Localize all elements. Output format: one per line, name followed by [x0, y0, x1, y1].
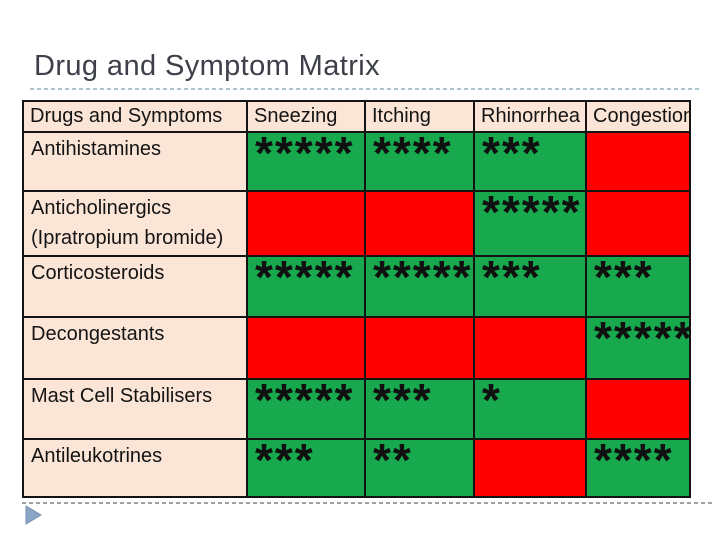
efficacy-stars: [367, 193, 472, 195]
efficacy-stars: ****: [373, 132, 453, 179]
symptom-cell-sneezing: [246, 190, 366, 257]
title-underline-divider: [30, 88, 702, 90]
drug-name-cell: Antihistamines: [22, 131, 248, 192]
efficacy-stars: [249, 193, 363, 195]
symptom-cell-rhinorrhea: *****: [473, 190, 587, 257]
symptom-cell-congestion: ***: [585, 255, 691, 318]
drug-name-cell: Antileukotrines: [22, 438, 248, 498]
symptom-cell-sneezing: ***: [246, 438, 366, 498]
symptom-cell-congestion: [585, 131, 691, 192]
symptom-cell-congestion: [585, 190, 691, 257]
symptom-cell-sneezing: *****: [246, 378, 366, 440]
drug-name-cell: Anticholinergics (Ipratropium bromide): [22, 190, 248, 257]
efficacy-stars: [588, 381, 688, 383]
symptom-cell-itching: *****: [364, 255, 475, 318]
symptom-cell-itching: **: [364, 438, 475, 498]
efficacy-stars: ***: [482, 132, 542, 179]
drug-symptom-matrix-table: Drugs and Symptoms Sneezing Itching Rhin…: [22, 100, 691, 498]
table-row-antileukotrines: Antileukotrines *** ** ****: [22, 438, 691, 498]
efficacy-stars: [249, 319, 363, 321]
drug-name-cell: Decongestants: [22, 316, 248, 380]
drug-name-cell: Mast Cell Stabilisers: [22, 378, 248, 440]
efficacy-stars: *: [482, 379, 502, 426]
symptom-cell-sneezing: *****: [246, 131, 366, 192]
drug-name-cell: Corticosteroids: [22, 255, 248, 318]
column-header-rhinorrhea: Rhinorrhea: [473, 100, 587, 133]
efficacy-stars: [367, 319, 472, 321]
page-title: Drug and Symptom Matrix: [34, 50, 381, 82]
efficacy-stars: ***: [255, 439, 315, 486]
efficacy-stars: *****: [255, 256, 355, 303]
efficacy-stars: ****: [594, 439, 674, 486]
efficacy-stars: *****: [594, 317, 690, 364]
symptom-cell-congestion: *****: [585, 316, 691, 380]
symptom-cell-itching: ***: [364, 378, 475, 440]
table-row-corticosteroids: Corticosteroids ***** ***** *** ***: [22, 255, 691, 318]
symptom-cell-rhinorrhea: ***: [473, 131, 587, 192]
symptom-cell-sneezing: [246, 316, 366, 380]
efficacy-stars: ***: [594, 256, 654, 303]
symptom-cell-congestion: [585, 378, 691, 440]
efficacy-stars: [588, 134, 688, 136]
efficacy-stars: [476, 319, 584, 321]
efficacy-stars: *****: [255, 132, 355, 179]
column-header-congestion: Congestion: [585, 100, 691, 133]
symptom-cell-rhinorrhea: ***: [473, 255, 587, 318]
symptom-cell-congestion: ****: [585, 438, 691, 498]
symptom-cell-itching: [364, 190, 475, 257]
efficacy-stars: [588, 193, 688, 195]
symptom-cell-rhinorrhea: [473, 316, 587, 380]
symptom-cell-rhinorrhea: [473, 438, 587, 498]
next-slide-triangle-icon[interactable]: [25, 505, 42, 525]
efficacy-stars: *****: [482, 191, 582, 238]
efficacy-stars: [476, 441, 584, 443]
column-header-itching: Itching: [364, 100, 475, 133]
symptom-cell-rhinorrhea: *: [473, 378, 587, 440]
symptom-cell-itching: [364, 316, 475, 380]
table-row-mast-cell-stabilisers: Mast Cell Stabilisers ***** *** *: [22, 378, 691, 440]
efficacy-stars: ***: [373, 379, 433, 426]
column-header-sneezing: Sneezing: [246, 100, 366, 133]
table-row-anticholinergics: Anticholinergics (Ipratropium bromide) *…: [22, 190, 691, 257]
header-row: Drugs and Symptoms Sneezing Itching Rhin…: [22, 100, 691, 133]
efficacy-stars: *****: [255, 379, 355, 426]
table-row-antihistamines: Antihistamines ***** **** ***: [22, 131, 691, 192]
column-header-drugs-and-symptoms: Drugs and Symptoms: [22, 100, 248, 133]
symptom-cell-sneezing: *****: [246, 255, 366, 318]
table-row-decongestants: Decongestants *****: [22, 316, 691, 380]
efficacy-stars: **: [373, 439, 413, 486]
bottom-divider: [22, 502, 712, 504]
symptom-cell-itching: ****: [364, 131, 475, 192]
efficacy-stars: *****: [373, 256, 473, 303]
efficacy-stars: ***: [482, 256, 542, 303]
